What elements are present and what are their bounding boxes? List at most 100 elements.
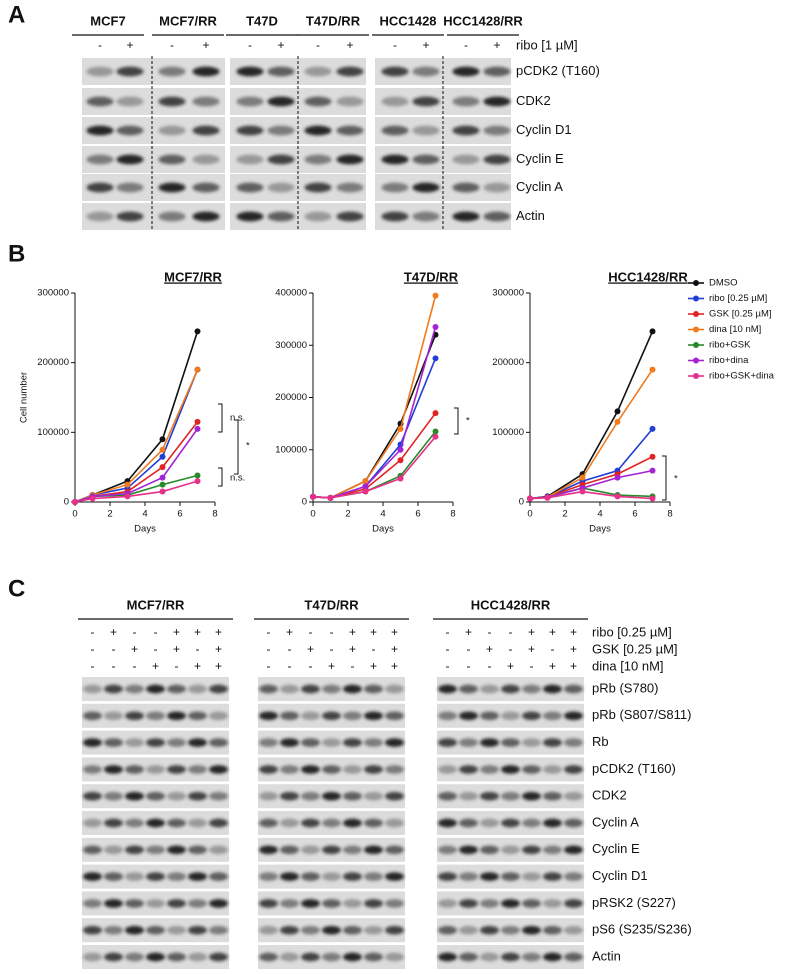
- blot-band: [146, 684, 165, 694]
- blot-band: [564, 765, 583, 774]
- treatment-sign: +: [465, 625, 472, 639]
- blot-band: [280, 738, 299, 747]
- blot-band: [236, 182, 264, 193]
- blot-band: [209, 711, 228, 721]
- blot-band: [364, 952, 383, 962]
- data-point: [194, 472, 201, 479]
- blot-band: [83, 818, 102, 828]
- protein-label: pRSK2 (S227): [592, 895, 676, 910]
- x-axis-label: Days: [589, 524, 611, 535]
- blot-band: [146, 791, 165, 801]
- blot-band: [125, 925, 144, 935]
- blot-band: [116, 66, 144, 77]
- blot-band: [209, 925, 228, 935]
- treatment-sign: +: [215, 642, 222, 656]
- blot-band: [267, 66, 295, 77]
- blot-band: [522, 818, 541, 828]
- blot-band: [452, 66, 480, 77]
- annotation: *: [246, 441, 250, 452]
- blot-band: [438, 791, 457, 801]
- blot-band: [381, 211, 409, 222]
- blot-band: [543, 711, 562, 721]
- x-tick-label: 2: [562, 509, 567, 520]
- y-tick-label: 100000: [492, 427, 524, 438]
- series-line: [529, 330, 654, 500]
- blot-band: [167, 738, 186, 747]
- treatment-sign: -: [170, 38, 174, 52]
- blot-band: [501, 952, 520, 962]
- treatment-sign: +: [422, 38, 429, 52]
- treatment-sign: +: [328, 659, 335, 673]
- blot-band: [167, 925, 186, 935]
- blot-band: [385, 765, 404, 774]
- blot-band: [188, 684, 207, 694]
- significance-bracket: [662, 455, 667, 501]
- blot-band: [280, 872, 299, 881]
- blot-band: [259, 925, 278, 935]
- blot-band: [438, 738, 457, 747]
- blot-band: [364, 738, 383, 747]
- treatment-sign: -: [509, 625, 513, 639]
- series-line: [74, 428, 199, 503]
- blot-band: [343, 845, 362, 855]
- blot-band: [385, 845, 404, 855]
- blot-band: [304, 125, 332, 136]
- x-tick-label: 8: [212, 509, 217, 520]
- blot-band: [322, 684, 341, 694]
- data-point: [159, 474, 166, 481]
- treatment-sign: +: [493, 38, 500, 52]
- blot-band: [167, 791, 186, 801]
- blot-band: [301, 711, 320, 721]
- blot-band: [304, 96, 332, 107]
- treatment-label: ribo [1 µM]: [516, 37, 578, 52]
- blot-band: [104, 952, 123, 962]
- annotation: n.s.: [230, 473, 245, 484]
- blot-band: [364, 899, 383, 908]
- blot-band: [438, 925, 457, 935]
- treatment-sign: +: [202, 38, 209, 52]
- x-tick-label: 6: [632, 509, 637, 520]
- blot-band: [480, 872, 499, 881]
- treatment-sign: -: [267, 625, 271, 639]
- blot-band: [483, 96, 511, 107]
- blot-band: [381, 66, 409, 77]
- blot-band: [412, 154, 440, 165]
- blot-band: [188, 872, 207, 881]
- data-point: [124, 493, 131, 500]
- data-point: [362, 483, 369, 490]
- blot-band: [322, 872, 341, 881]
- protein-label: Cyclin A: [516, 179, 563, 194]
- blot-band: [522, 845, 541, 855]
- blot-band: [236, 211, 264, 222]
- blot-band: [459, 765, 478, 774]
- blot-band: [86, 66, 114, 77]
- blot-band: [459, 899, 478, 908]
- treatment-sign: -: [316, 38, 320, 52]
- blot-band: [301, 791, 320, 801]
- blot-band: [188, 711, 207, 721]
- x-tick-label: 4: [380, 509, 385, 520]
- blot-band: [280, 899, 299, 908]
- blot-band: [459, 711, 478, 721]
- blot-band: [167, 684, 186, 694]
- treatment-sign: +: [486, 642, 493, 656]
- blot-band: [459, 818, 478, 828]
- treatment-sign: +: [570, 659, 577, 673]
- blot-band: [452, 96, 480, 107]
- data-point: [310, 493, 316, 500]
- blot-band: [267, 211, 295, 222]
- blot-band: [322, 711, 341, 721]
- x-tick-label: 0: [310, 509, 315, 520]
- blot-band: [343, 765, 362, 774]
- treatment-sign: -: [154, 642, 158, 656]
- blot-band: [104, 711, 123, 721]
- blot-band: [104, 818, 123, 828]
- blot-band: [364, 711, 383, 721]
- treatment-sign: +: [286, 625, 293, 639]
- blot-band: [116, 211, 144, 222]
- blot-band: [543, 765, 562, 774]
- blot-band: [322, 765, 341, 774]
- legend-label: ribo+GSK: [709, 340, 751, 351]
- blot-band: [236, 154, 264, 165]
